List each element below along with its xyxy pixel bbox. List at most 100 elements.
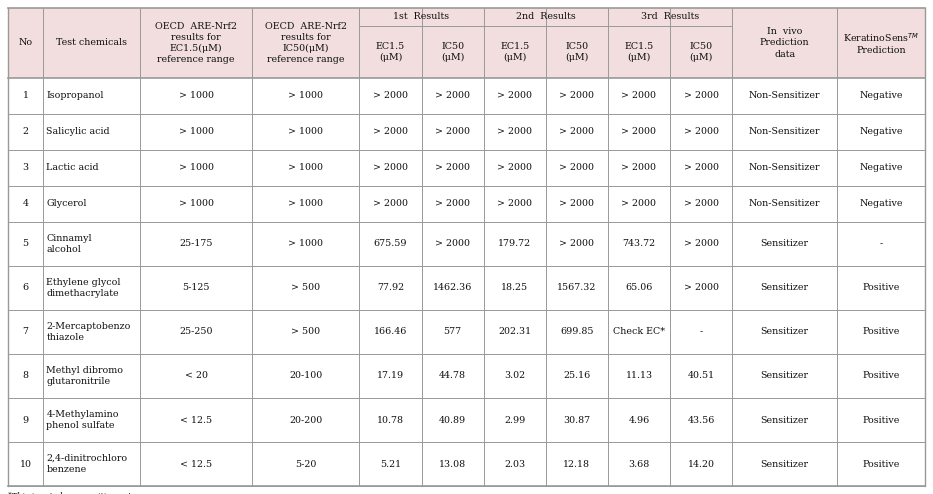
Text: Sensitizer: Sensitizer [760,371,809,380]
Text: Non-Sensitizer: Non-Sensitizer [749,200,820,208]
Text: > 2000: > 2000 [621,91,657,100]
Text: 5: 5 [22,240,29,248]
Text: > 2000: > 2000 [621,200,657,208]
Text: Non-Sensitizer: Non-Sensitizer [749,127,820,136]
Text: 3.02: 3.02 [504,371,525,380]
Text: Negative: Negative [859,91,903,100]
Text: 30.87: 30.87 [564,415,591,424]
Text: 5-20: 5-20 [295,459,316,468]
Text: > 2000: > 2000 [435,240,470,248]
Text: > 1000: > 1000 [288,164,324,172]
Text: 14.20: 14.20 [688,459,715,468]
Text: 9: 9 [22,415,29,424]
Text: > 2000: > 2000 [684,91,718,100]
Text: > 2000: > 2000 [373,91,408,100]
Bar [8,354,925,398]
Text: > 2000: > 2000 [497,127,532,136]
Text: 40.51: 40.51 [688,371,715,380]
Text: 2.03: 2.03 [504,459,525,468]
Text: In  vivo
Prediction
data: In vivo Prediction data [759,27,810,59]
Text: > 2000: > 2000 [684,127,718,136]
Bar [8,442,925,486]
Text: 8: 8 [22,371,29,380]
Text: 11.13: 11.13 [625,371,652,380]
Text: 10: 10 [20,459,32,468]
Text: 3: 3 [22,164,29,172]
Text: No: No [19,39,33,47]
Text: 20-100: 20-100 [289,371,323,380]
Text: 6: 6 [22,284,29,292]
Text: > 2000: > 2000 [560,91,594,100]
Text: 20-200: 20-200 [289,415,323,424]
Text: > 1000: > 1000 [288,91,324,100]
Text: -: - [700,328,703,336]
Text: 18.25: 18.25 [501,284,528,292]
Bar [8,8,925,78]
Text: > 1000: > 1000 [178,91,214,100]
Text: Lactic acid: Lactic acid [47,164,99,172]
Text: > 1000: > 1000 [288,127,324,136]
Text: 4-Methylamino
phenol sulfate: 4-Methylamino phenol sulfate [47,410,118,430]
Text: Test chemicals: Test chemicals [56,39,127,47]
Text: Sensitizer: Sensitizer [760,459,809,468]
Bar [8,78,925,114]
Text: 65.06: 65.06 [625,284,653,292]
Text: > 2000: > 2000 [435,91,470,100]
Text: 2nd  Results: 2nd Results [516,12,576,22]
Text: > 2000: > 2000 [684,200,718,208]
Text: EC1.5
(μM): EC1.5 (μM) [376,42,405,62]
Text: EC1.5
(μM): EC1.5 (μM) [500,42,529,62]
Text: 743.72: 743.72 [622,240,656,248]
Bar [8,310,925,354]
Text: Glycerol: Glycerol [47,200,87,208]
Text: < 12.5: < 12.5 [180,415,212,424]
Text: OECD  ARE-Nrf2
results for
IC50(μM)
reference range: OECD ARE-Nrf2 results for IC50(μM) refer… [265,22,347,64]
Text: Positive: Positive [862,371,899,380]
Text: > 1000: > 1000 [178,127,214,136]
Text: < 12.5: < 12.5 [180,459,212,468]
Text: > 2000: > 2000 [684,284,718,292]
Text: IC50
(μM): IC50 (μM) [565,42,589,62]
Text: 10.78: 10.78 [377,415,404,424]
Text: > 1000: > 1000 [178,200,214,208]
Text: EC1.5
(μM): EC1.5 (μM) [624,42,654,62]
Text: 1462.36: 1462.36 [433,284,472,292]
Bar [8,186,925,222]
Text: Check EC*: Check EC* [613,328,665,336]
Text: IC50
(μM): IC50 (μM) [441,42,465,62]
Text: 3.68: 3.68 [628,459,649,468]
Text: Methyl dibromo
glutaronitrile: Methyl dibromo glutaronitrile [47,366,123,386]
Text: Ethylene glycol
dimethacrylate: Ethylene glycol dimethacrylate [47,278,121,298]
Text: 577: 577 [443,328,462,336]
Text: 2,4-dinitrochloro
benzene: 2,4-dinitrochloro benzene [47,454,128,474]
Text: 2.99: 2.99 [504,415,525,424]
Text: > 2000: > 2000 [435,200,470,208]
Text: 17.19: 17.19 [377,371,404,380]
Text: Positive: Positive [862,284,899,292]
Text: 12.18: 12.18 [564,459,591,468]
Text: 179.72: 179.72 [498,240,531,248]
Text: 699.85: 699.85 [560,328,593,336]
Text: Sensitizer: Sensitizer [760,284,809,292]
Text: 2-Mercaptobenzo
thiazole: 2-Mercaptobenzo thiazole [47,322,131,342]
Text: 202.31: 202.31 [498,328,531,336]
Text: 3rd  Results: 3rd Results [641,12,699,22]
Text: Positive: Positive [862,415,899,424]
Text: 2: 2 [22,127,29,136]
Text: > 2000: > 2000 [497,200,532,208]
Text: Sensitizer: Sensitizer [760,328,809,336]
Text: Isopropanol: Isopropanol [47,91,104,100]
Text: 44.78: 44.78 [439,371,466,380]
Text: Positive: Positive [862,459,899,468]
Text: > 2000: > 2000 [435,127,470,136]
Text: > 2000: > 2000 [497,164,532,172]
Bar [8,266,925,310]
Text: IC50
(μM): IC50 (μM) [689,42,713,62]
Text: KeratinoSens$^{TM}$
Prediction: KeratinoSens$^{TM}$ Prediction [842,31,919,55]
Text: < 20: < 20 [185,371,207,380]
Text: Negative: Negative [859,164,903,172]
Text: 675.59: 675.59 [374,240,407,248]
Text: Negative: Negative [859,200,903,208]
Text: > 1000: > 1000 [178,164,214,172]
Text: 25.16: 25.16 [564,371,591,380]
